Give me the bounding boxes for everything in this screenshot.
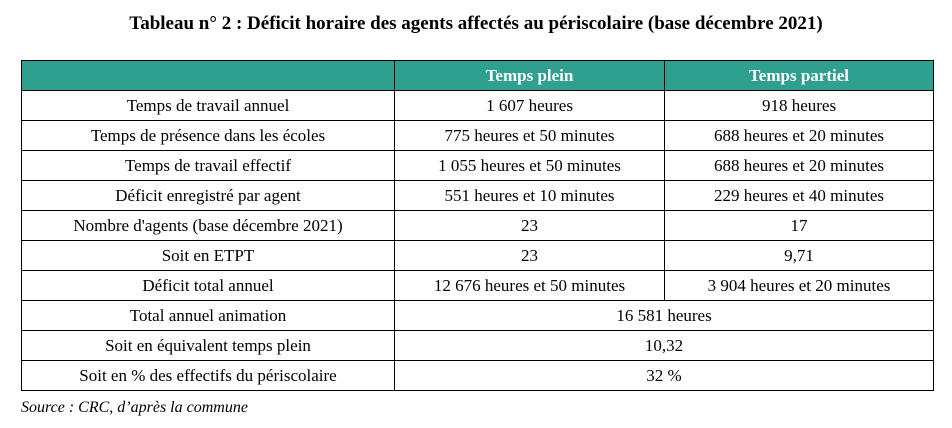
merged-value-cell: 16 581 heures: [394, 300, 934, 331]
cell-temps-partiel: 3 904 heures et 20 minutes: [664, 270, 934, 301]
row-label: Déficit enregistré par agent: [21, 180, 395, 211]
cell-temps-partiel: 229 heures et 40 minutes: [664, 180, 934, 211]
table-row: Soit en ETPT 23 9,71: [21, 240, 934, 271]
row-label: Nombre d'agents (base décembre 2021): [21, 210, 395, 241]
cell-temps-partiel: 9,71: [664, 240, 934, 271]
row-label: Temps de présence dans les écoles: [21, 120, 395, 151]
cell-temps-plein: 1 607 heures: [394, 90, 665, 121]
merged-value-cell: 32 %: [394, 360, 934, 391]
merged-value-cell: 10,32: [394, 330, 934, 361]
table-row: Déficit enregistré par agent 551 heures …: [21, 180, 934, 211]
deficit-table: Temps plein Temps partiel Temps de trava…: [21, 60, 934, 391]
row-label: Total annuel animation: [21, 300, 395, 331]
merged-row: Soit en équivalent temps plein 10,32: [21, 330, 934, 361]
source-note: Source : CRC, d’après la commune: [21, 399, 248, 416]
row-label: Temps de travail annuel: [21, 90, 395, 121]
merged-row: Soit en % des effectifs du périscolaire …: [21, 360, 934, 391]
cell-temps-plein: 551 heures et 10 minutes: [394, 180, 665, 211]
row-label: Déficit total annuel: [21, 270, 395, 301]
cell-temps-partiel: 17: [664, 210, 934, 241]
merged-row: Total annuel animation 16 581 heures: [21, 300, 934, 331]
cell-temps-plein: 12 676 heures et 50 minutes: [394, 270, 665, 301]
table-header: Temps plein Temps partiel: [21, 60, 934, 91]
row-label: Soit en % des effectifs du périscolaire: [21, 360, 395, 391]
cell-temps-partiel: 918 heures: [664, 90, 934, 121]
table-row: Déficit total annuel 12 676 heures et 50…: [21, 270, 934, 301]
header-cell-temps-partiel: Temps partiel: [664, 60, 934, 91]
cell-temps-partiel: 688 heures et 20 minutes: [664, 120, 934, 151]
table-row: Temps de travail annuel 1 607 heures 918…: [21, 90, 934, 121]
table-row: Temps de présence dans les écoles 775 he…: [21, 120, 934, 151]
header-cell-temps-plein: Temps plein: [394, 60, 665, 91]
table-row: Nombre d'agents (base décembre 2021) 23 …: [21, 210, 934, 241]
cell-temps-plein: 23: [394, 210, 665, 241]
cell-temps-plein: 23: [394, 240, 665, 271]
header-row: Temps plein Temps partiel: [21, 60, 934, 91]
cell-temps-plein: 1 055 heures et 50 minutes: [394, 150, 665, 181]
table-row: Temps de travail effectif 1 055 heures e…: [21, 150, 934, 181]
table-title: Tableau n° 2 : Déficit horaire des agent…: [129, 13, 823, 34]
row-label: Soit en équivalent temps plein: [21, 330, 395, 361]
header-cell-empty: [21, 60, 395, 91]
row-label: Soit en ETPT: [21, 240, 395, 271]
row-label: Temps de travail effectif: [21, 150, 395, 181]
table-body: Temps de travail annuel 1 607 heures 918…: [21, 90, 934, 391]
cell-temps-plein: 775 heures et 50 minutes: [394, 120, 665, 151]
cell-temps-partiel: 688 heures et 20 minutes: [664, 150, 934, 181]
